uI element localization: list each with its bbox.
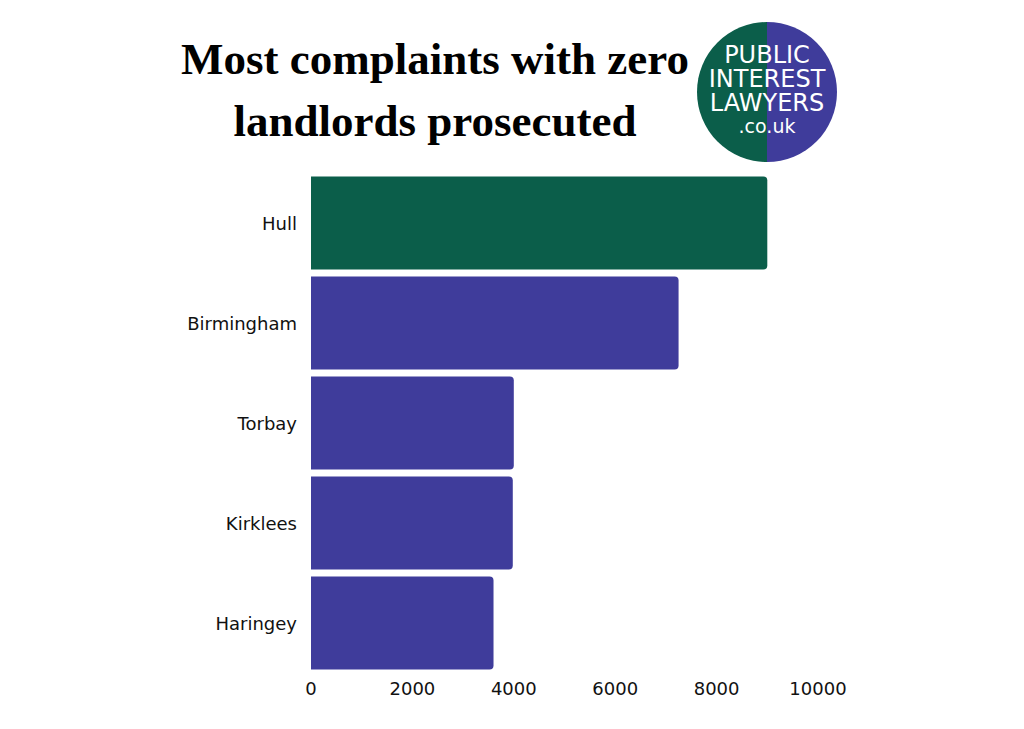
category-label: Torbay	[237, 413, 298, 434]
tick-label: 6000	[592, 678, 638, 699]
bar	[311, 177, 767, 270]
tick-label: 10000	[789, 678, 846, 699]
tick-label: 8000	[694, 678, 740, 699]
category-label: Kirklees	[226, 513, 297, 534]
category-label: Birmingham	[187, 313, 297, 334]
bar	[311, 277, 679, 370]
tick-label: 2000	[389, 678, 435, 699]
logo	[697, 22, 837, 162]
title: Most complaints with zero landlords pros…	[170, 28, 700, 152]
logo-text: .co.uk	[739, 115, 796, 137]
tick-label: 4000	[491, 678, 537, 699]
category-label: Haringey	[215, 613, 297, 634]
bar	[311, 377, 514, 470]
tick-label: 0	[305, 678, 316, 699]
logo-text: LAWYERS	[710, 89, 825, 117]
bar	[311, 477, 513, 570]
category-label: Hull	[262, 213, 297, 234]
bar	[311, 577, 494, 670]
bars	[311, 177, 767, 670]
